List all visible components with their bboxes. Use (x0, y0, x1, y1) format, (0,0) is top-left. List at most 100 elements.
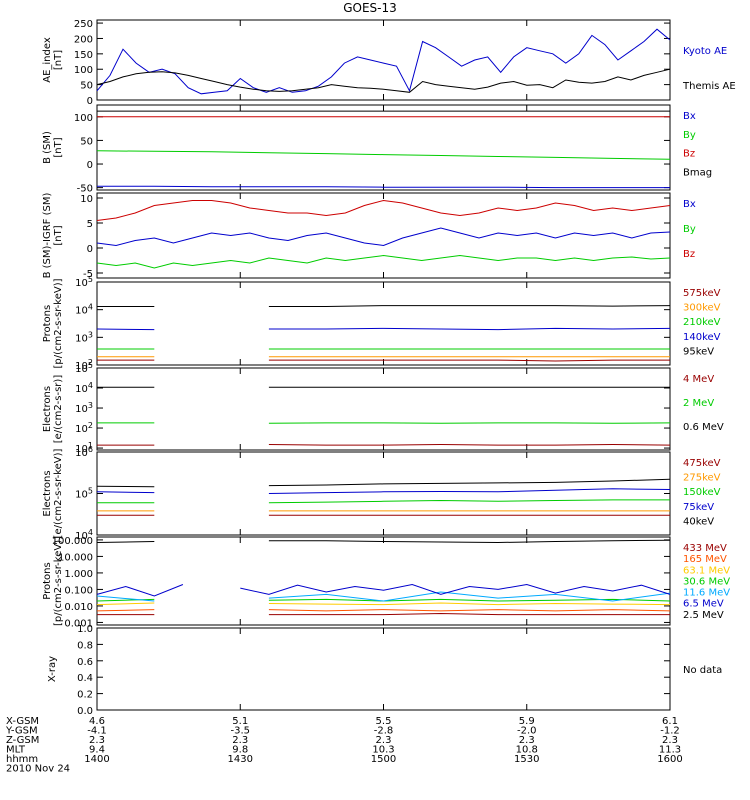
orbit-value: 1500 (371, 754, 396, 765)
y-tick-label: 10.000 (58, 552, 93, 563)
panel-ylabel: [nT] (53, 137, 64, 157)
legend-entry: 2 MeV (683, 398, 714, 409)
panel-ylabel: [p/(cm2-s-sr-keV)] (53, 278, 64, 368)
y-tick-label: 1.0 (77, 624, 93, 635)
orbit-value: 2.3 (232, 735, 248, 746)
orbit-value: 2.3 (662, 735, 678, 746)
y-tick-label: 100.000 (52, 536, 93, 547)
panel-frame (96, 19, 671, 101)
panel-1: 250 200 150 100 50 0 AE_index [nT] Kyoto AE Themi… (42, 19, 736, 107)
orbit-row-name: X-GSM (6, 716, 39, 727)
y-tick-label: 0.010 (64, 602, 93, 613)
series-line (268, 305, 671, 307)
series-line (268, 478, 671, 487)
y-tick-label: 1.000 (64, 569, 93, 580)
y-tick-label: 103 (75, 401, 93, 415)
y-tick-label: 50 (80, 136, 93, 147)
y-tick-label: 104 (75, 303, 93, 317)
y-tick-label: 0.6 (77, 657, 93, 668)
legend-entry: Kyoto AE (683, 46, 727, 57)
legend-entry: 575keV (683, 288, 721, 299)
y-tick-label: 0.001 (64, 618, 93, 629)
panel-3: 10 5 0 -5 B (SM)-IGRF (SM) [nT] Bx By Bz (42, 192, 696, 280)
y-tick-label: 105 (75, 487, 93, 501)
legend-no-data: No data (683, 665, 722, 676)
series-line (240, 583, 671, 595)
panel-2: 100 50 0 -50 B (SM) [nT] Bx By Bz Bmag (42, 104, 712, 195)
orbit-label-block: X-GSM 4.6 5.1 5.5 5.9 6.1 Y-GSM -4.1 -3.5 -2.8 -2.… (5, 716, 683, 775)
legend-entry: By (683, 224, 696, 235)
series-line (97, 185, 670, 189)
y-tick-label: 250 (74, 19, 93, 30)
y-tick-label: 106 (75, 445, 93, 459)
series-line (96, 227, 671, 247)
y-tick-label: 0 (87, 244, 93, 255)
panel-frame (96, 627, 671, 711)
panel-ylabel: [e/(cm2-s-sr)] (53, 375, 64, 444)
panel-ylabel: [nT] (53, 225, 64, 245)
panel-frame (96, 104, 671, 191)
y-tick-label: 104 (75, 381, 93, 395)
series-line (268, 602, 671, 606)
series-line (96, 150, 671, 160)
panel-7: 100.000 10.000 1.000 0.100 0.010 0.001 Protons… (42, 536, 730, 630)
legend-entry: Bmag (683, 167, 712, 178)
series-line (96, 28, 671, 95)
legend-entry: Bz (683, 149, 695, 160)
orbit-value: 10.8 (516, 745, 538, 756)
y-tick-label: 0.100 (64, 585, 93, 596)
legend-entry: 210keV (683, 317, 721, 328)
legend-entry: 95keV (683, 346, 714, 357)
panel-ylabel: Protons (42, 305, 53, 342)
series-line (268, 591, 671, 602)
y-tick-label: 0.8 (77, 640, 93, 651)
panel-ylabel: B (SM)-IGRF (SM) (42, 193, 53, 279)
panel-ylabel: AE_index (42, 37, 53, 83)
legend-entry: 6.5 MeV (683, 599, 724, 610)
panel-ylabel: [nT] (53, 50, 64, 70)
series-line (96, 68, 671, 93)
y-tick-label: 0 (87, 160, 93, 171)
series-line (268, 443, 671, 446)
legend-entry: 40keV (683, 516, 714, 527)
orbit-value: 2.3 (519, 735, 535, 746)
panel-8: 1.0 0.8 0.6 0.4 0.2 0.0 X-ray No data (47, 624, 722, 717)
legend-entry: 2.5 MeV (683, 610, 724, 621)
y-tick-label: -50 (77, 184, 93, 195)
series-line (268, 609, 671, 612)
legend-entry: 63.1 MeV (683, 565, 730, 576)
orbit-value: 5.1 (232, 716, 248, 727)
panel-ylabel: Electrons (42, 470, 53, 516)
orbit-row-name: Y-GSM (5, 726, 38, 737)
orbit-value: 11.3 (659, 745, 681, 756)
orbit-value: 4.6 (89, 716, 105, 727)
series-line (96, 328, 155, 331)
legend-entry: 4 MeV (683, 374, 714, 385)
y-tick-label: 105 (75, 361, 93, 375)
legend-entry: 11.6 MeV (683, 588, 730, 599)
series-line (96, 602, 155, 606)
orbit-value: -3.5 (230, 726, 250, 737)
panel-ylabel: Electrons (42, 386, 53, 432)
series-line (96, 595, 155, 602)
series-line (96, 541, 155, 543)
orbit-value: 9.8 (232, 745, 248, 756)
panel-frame (96, 451, 671, 536)
series-line (96, 254, 671, 269)
orbit-value: 6.1 (662, 716, 678, 727)
orbit-row-name: MLT (6, 745, 26, 756)
orbit-value: 9.4 (89, 745, 105, 756)
legend-entry: 75keV (683, 502, 714, 513)
orbit-row-name: hhmm (6, 754, 38, 765)
legend-entry: 30.6 MeV (683, 576, 730, 587)
panel-ylabel: [p/(cm2-s-sr-keV)] (53, 536, 64, 626)
orbit-row-name: Z-GSM (6, 735, 39, 746)
legend-entry: 0.6 MeV (683, 422, 724, 433)
legend-entry: By (683, 130, 696, 141)
panel-frame (96, 367, 671, 451)
series-line (96, 584, 184, 597)
